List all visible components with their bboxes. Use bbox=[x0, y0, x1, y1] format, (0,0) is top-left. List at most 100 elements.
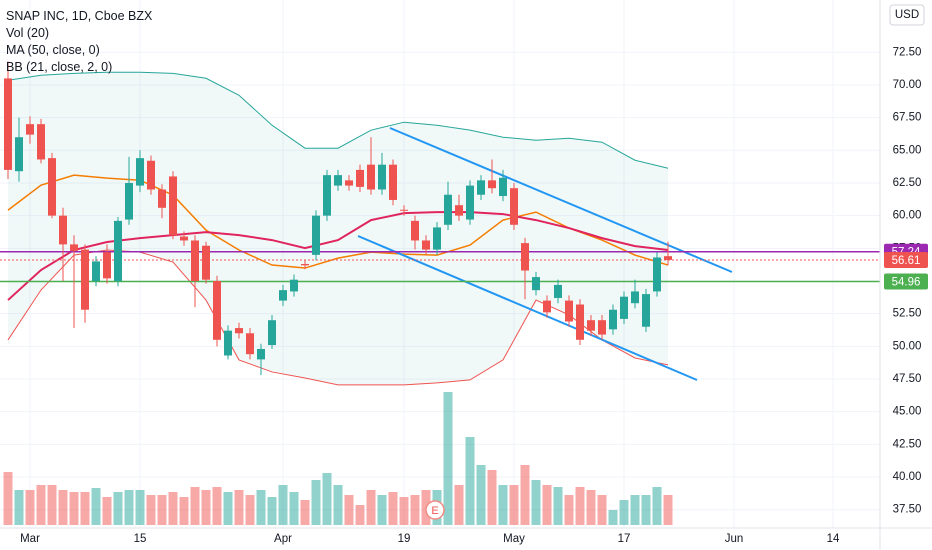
candle-body bbox=[92, 261, 100, 281]
candle-body bbox=[246, 333, 254, 355]
volume-bar bbox=[201, 490, 211, 525]
candle-body bbox=[323, 175, 331, 216]
volume-bar bbox=[311, 480, 321, 525]
chart-title: SNAP INC, 1D, Cboe BZX bbox=[6, 9, 153, 23]
volume-bar bbox=[520, 465, 530, 525]
candle-body bbox=[26, 124, 34, 135]
volume-bar bbox=[190, 487, 200, 525]
candle-body bbox=[664, 256, 672, 260]
volume-bar bbox=[91, 488, 101, 525]
candle-body bbox=[180, 236, 188, 241]
volume-bar bbox=[487, 470, 497, 525]
volume-bar bbox=[652, 487, 662, 525]
volume-bar bbox=[289, 492, 299, 525]
currency-box[interactable] bbox=[889, 4, 925, 26]
candle-body bbox=[224, 330, 232, 356]
volume-bar bbox=[575, 487, 585, 525]
candle-body bbox=[532, 277, 540, 291]
x-tick-label: 14 bbox=[827, 533, 840, 545]
bollinger-bands bbox=[8, 72, 668, 385]
price-label: 56.61 bbox=[892, 255, 921, 267]
volume-pane bbox=[3, 392, 673, 525]
candle-body bbox=[466, 185, 474, 220]
trend-line[interactable] bbox=[357, 235, 698, 381]
trend-line[interactable] bbox=[389, 127, 733, 273]
price-lines bbox=[0, 250, 880, 283]
candle-body bbox=[543, 300, 551, 313]
volume-bar bbox=[124, 490, 134, 525]
volume-bar bbox=[157, 495, 167, 525]
x-tick-label: Apr bbox=[274, 533, 292, 545]
candle-body bbox=[521, 243, 529, 271]
candle-body bbox=[565, 300, 573, 322]
candle-body bbox=[631, 291, 639, 304]
volume-bar bbox=[531, 480, 541, 525]
x-tick-label: 15 bbox=[134, 533, 147, 545]
y-tick-label: 50.00 bbox=[893, 340, 922, 352]
y-tick-label: 60.00 bbox=[893, 210, 922, 222]
candle-body bbox=[499, 177, 507, 197]
volume-bar bbox=[69, 492, 79, 525]
indicator-line bbox=[7, 71, 669, 169]
candle-body bbox=[378, 164, 386, 190]
y-tick-label: 72.50 bbox=[893, 46, 922, 58]
volume-bar bbox=[388, 492, 398, 525]
volume-bar bbox=[597, 495, 607, 525]
candles bbox=[4, 61, 672, 376]
y-tick-label: 37.50 bbox=[893, 504, 922, 516]
volume-bar bbox=[14, 490, 24, 525]
candle-body bbox=[279, 290, 287, 301]
y-tick-label: 47.50 bbox=[893, 373, 922, 385]
volume-bar bbox=[278, 485, 288, 525]
candle-body bbox=[213, 280, 221, 340]
volume-bar bbox=[355, 505, 365, 525]
x-tick-label: Mar bbox=[20, 533, 40, 545]
candle-body bbox=[422, 240, 430, 250]
earnings-marker[interactable] bbox=[425, 500, 445, 520]
price-label-box bbox=[884, 251, 928, 268]
candle-body bbox=[301, 264, 309, 266]
volume-bar bbox=[663, 495, 673, 525]
candle-body bbox=[136, 158, 144, 186]
volume-bar bbox=[168, 492, 178, 525]
volume-bar bbox=[322, 473, 332, 525]
band-fill bbox=[8, 72, 668, 385]
candle-body bbox=[169, 176, 177, 236]
volume-bar bbox=[25, 490, 35, 525]
volume-bar bbox=[135, 490, 145, 525]
volume-bar bbox=[256, 490, 266, 525]
volume-bar bbox=[333, 485, 343, 525]
candle-body bbox=[356, 169, 364, 187]
candle-body bbox=[81, 249, 89, 310]
x-tick-label: 19 bbox=[398, 533, 411, 545]
candle-body bbox=[642, 294, 650, 327]
legend-volume: Vol (20) bbox=[6, 26, 49, 40]
volume-bar bbox=[377, 495, 387, 525]
volume-bar bbox=[641, 495, 651, 525]
candle-body bbox=[411, 220, 419, 241]
y-tick-label: 40.00 bbox=[893, 471, 922, 483]
candle-body bbox=[15, 137, 23, 172]
x-tick-label: Jun bbox=[725, 533, 744, 545]
candle-body bbox=[158, 189, 166, 208]
candle-body bbox=[268, 320, 276, 346]
candle-body bbox=[433, 227, 441, 250]
candle-body bbox=[147, 160, 155, 190]
volume-bar bbox=[399, 497, 409, 525]
volume-bar bbox=[47, 485, 57, 525]
candle-body bbox=[312, 215, 320, 255]
volume-bar bbox=[608, 510, 618, 525]
volume-bar bbox=[212, 487, 222, 525]
candle-body bbox=[598, 320, 606, 335]
volume-bar bbox=[223, 492, 233, 525]
candle-body bbox=[576, 304, 584, 340]
legend-bb: BB (21, close, 2, 0) bbox=[6, 60, 112, 74]
volume-bar bbox=[630, 495, 640, 525]
y-tick-label: 62.50 bbox=[893, 177, 922, 189]
volume-bar bbox=[36, 485, 46, 525]
volume-bar bbox=[58, 490, 68, 525]
volume-bar bbox=[179, 497, 189, 525]
volume-bar bbox=[443, 392, 453, 525]
volume-bar bbox=[619, 500, 629, 525]
